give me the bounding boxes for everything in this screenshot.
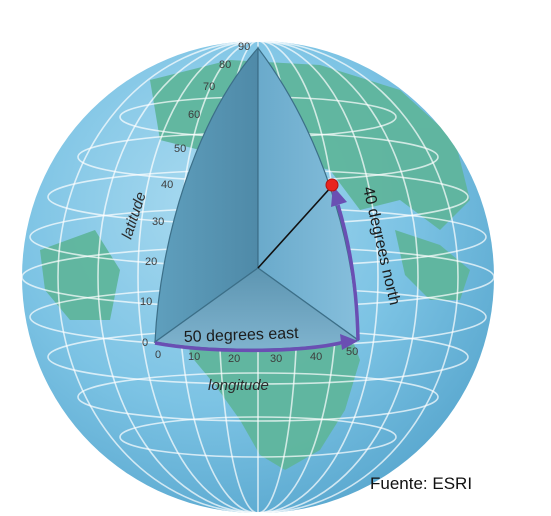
landmass-west bbox=[40, 230, 120, 320]
cutaway-left-wall bbox=[154, 46, 259, 344]
lat-tick-10: 10 bbox=[140, 296, 152, 308]
lat-tick-50: 50 bbox=[174, 143, 186, 155]
lat-tick-70: 70 bbox=[203, 81, 215, 93]
lon-tick-0: 0 bbox=[155, 349, 161, 361]
lon-tick-50: 50 bbox=[346, 346, 358, 358]
lat-tick-40: 40 bbox=[161, 179, 173, 191]
source-credit: Fuente: ESRI bbox=[370, 474, 473, 493]
radius-line bbox=[257, 185, 333, 269]
latitude-ticks: 0 10 20 30 40 50 60 70 80 90 bbox=[140, 41, 250, 349]
location-point bbox=[325, 178, 339, 192]
longitude-arc bbox=[154, 340, 346, 353]
lat-tick-30: 30 bbox=[152, 216, 164, 228]
lat-tick-60: 60 bbox=[188, 109, 200, 121]
longitude-axis-label: longitude bbox=[208, 377, 269, 394]
latitude-arrowhead bbox=[331, 186, 347, 207]
lon-tick-40: 40 bbox=[310, 351, 322, 363]
landmass-arabia bbox=[395, 230, 470, 300]
lon-tick-20: 20 bbox=[228, 353, 240, 365]
lat-tick-90: 90 bbox=[238, 41, 250, 53]
longitude-arrowhead bbox=[340, 334, 358, 350]
lon-tick-10: 10 bbox=[188, 351, 200, 363]
latitude-arc bbox=[336, 204, 360, 341]
lat-tick-0: 0 bbox=[142, 337, 148, 349]
lat-tick-20: 20 bbox=[145, 256, 157, 268]
east-label: 50 degrees east bbox=[184, 325, 300, 346]
lat-tick-80: 80 bbox=[219, 59, 231, 71]
lon-tick-30: 30 bbox=[270, 353, 282, 365]
longitude-ticks: 0 10 20 30 40 50 bbox=[155, 346, 358, 365]
